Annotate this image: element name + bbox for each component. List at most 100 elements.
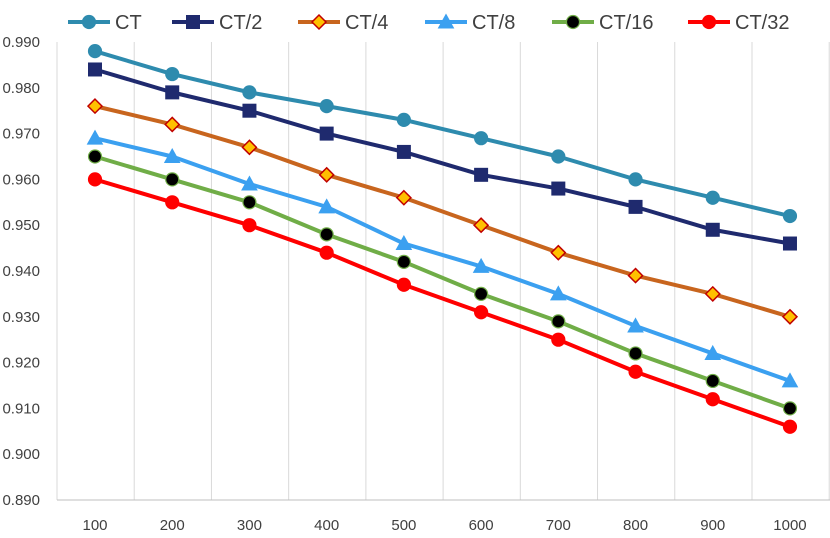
x-tick-label: 900 xyxy=(700,517,725,534)
data-point-ct-32 xyxy=(705,392,720,407)
legend-marker-ct-4 xyxy=(310,13,328,31)
x-tick-label: 200 xyxy=(160,517,185,534)
legend-entry-ct-4: CT/4 xyxy=(298,12,388,34)
data-point-ct xyxy=(165,66,180,82)
y-tick-label: 0.980 xyxy=(2,80,40,97)
y-tick-label: 0.940 xyxy=(2,263,40,280)
data-point-ct-32 xyxy=(165,195,180,210)
data-point-ct-16 xyxy=(782,401,798,416)
legend-label-ct-2: CT/2 xyxy=(219,12,262,34)
data-point-ct-4 xyxy=(473,217,490,234)
data-point-ct-2 xyxy=(782,236,797,251)
data-point-ct-32 xyxy=(242,218,257,233)
data-point-ct-32 xyxy=(474,305,489,320)
data-point-ct-16 xyxy=(628,346,643,361)
data-point-ct-32 xyxy=(396,277,411,292)
data-point-ct-8 xyxy=(549,285,567,301)
legend-marker-ct-32 xyxy=(701,14,717,30)
data-point-ct-16 xyxy=(551,314,566,329)
data-point-ct xyxy=(782,208,798,224)
series-line-ct xyxy=(94,49,791,218)
legend-label-ct-16: CT/16 xyxy=(599,12,653,34)
data-point-ct-4 xyxy=(164,116,181,133)
x-tick-label: 1000 xyxy=(773,517,806,534)
series-ct xyxy=(87,44,798,224)
x-tick-label: 700 xyxy=(546,517,571,534)
data-point-ct xyxy=(396,112,411,127)
data-point-ct-32 xyxy=(782,419,798,434)
data-point-ct-32 xyxy=(87,172,103,187)
data-point-ct-2 xyxy=(705,222,720,237)
data-point-ct-16 xyxy=(87,149,103,164)
x-tick-label: 500 xyxy=(391,517,416,534)
data-point-ct xyxy=(87,44,103,59)
data-point-ct xyxy=(242,85,257,100)
data-point-ct-2 xyxy=(319,126,334,141)
y-tick-label: 0.990 xyxy=(2,34,40,51)
data-point-ct xyxy=(705,190,720,205)
series-ct-4 xyxy=(86,98,799,325)
data-point-ct-4 xyxy=(318,166,335,183)
data-point-ct-32 xyxy=(628,364,643,379)
series-ct-2 xyxy=(88,62,797,251)
axes: 0.890 0.900 0.910 0.920 0.930 0.940 0.950 0.960… xyxy=(2,34,830,534)
data-point-ct-8 xyxy=(395,234,413,251)
legend-marker-ct xyxy=(81,14,97,30)
series-ct-32 xyxy=(87,172,798,434)
data-point-ct xyxy=(628,172,643,187)
y-tick-label: 0.890 xyxy=(2,492,40,509)
data-point-ct-2 xyxy=(396,144,411,159)
data-point-ct-16 xyxy=(474,286,489,301)
series-line-ct-4 xyxy=(94,104,791,319)
data-point-ct-2 xyxy=(551,181,566,196)
data-point-ct-16 xyxy=(705,373,720,389)
data-point-ct-4 xyxy=(241,139,258,156)
x-tick-label: 300 xyxy=(237,517,262,534)
data-point-ct-8 xyxy=(241,175,258,191)
legend-entry-ct-16: CT/16 xyxy=(552,12,653,34)
legend-marker-ct-8 xyxy=(437,13,455,29)
series-line-ct-8 xyxy=(94,136,791,383)
y-tick-label: 0.930 xyxy=(2,309,40,326)
x-tick-label: 400 xyxy=(314,517,339,534)
series-line-ct-16 xyxy=(94,154,791,411)
data-point-ct-16 xyxy=(165,172,180,187)
data-point-ct-2 xyxy=(628,199,643,214)
x-tick-label: 600 xyxy=(469,517,494,534)
data-point-ct-32 xyxy=(319,245,334,260)
data-point-ct-4 xyxy=(704,285,721,302)
data-point-ct-4 xyxy=(627,267,644,284)
legend-label-ct-32: CT/32 xyxy=(735,12,789,34)
data-point-ct-4 xyxy=(395,189,412,206)
y-tick-label: 0.910 xyxy=(2,400,40,417)
data-point-ct-2 xyxy=(242,103,257,118)
data-point-ct-8 xyxy=(318,198,336,214)
data-point-ct xyxy=(551,149,566,164)
legend-entry-ct-8: CT/8 xyxy=(425,12,515,34)
legend-entry-ct-32: CT/32 xyxy=(688,12,789,34)
legend-marker-ct-16 xyxy=(565,14,581,30)
data-point-ct-8 xyxy=(163,147,181,163)
data-point-ct-16 xyxy=(319,227,334,242)
y-tick-label: 0.960 xyxy=(2,171,40,188)
data-point-ct xyxy=(474,131,489,146)
y-tick-label: 0.900 xyxy=(2,446,40,463)
x-tick-label: 800 xyxy=(623,517,648,534)
data-point-ct-4 xyxy=(86,98,104,115)
data-point-ct-8 xyxy=(704,344,722,360)
grid-lines xyxy=(56,42,830,500)
legend-entry-ct: CT xyxy=(68,12,142,34)
series-ct-16 xyxy=(87,149,798,416)
series-group xyxy=(86,44,799,434)
legend: CT CT/2 CT/4 CT/8 CT/16 CT/32 xyxy=(68,12,789,34)
data-point-ct-8 xyxy=(472,257,490,273)
y-tick-label: 0.920 xyxy=(2,355,40,372)
legend-entry-ct-2: CT/2 xyxy=(172,12,262,34)
data-point-ct-4 xyxy=(550,244,567,261)
data-point-ct-32 xyxy=(551,332,566,347)
data-point-ct-2 xyxy=(474,167,489,182)
data-point-ct-4 xyxy=(781,308,799,325)
legend-label-ct-4: CT/4 xyxy=(345,12,388,34)
x-tick-label: 100 xyxy=(82,517,107,534)
